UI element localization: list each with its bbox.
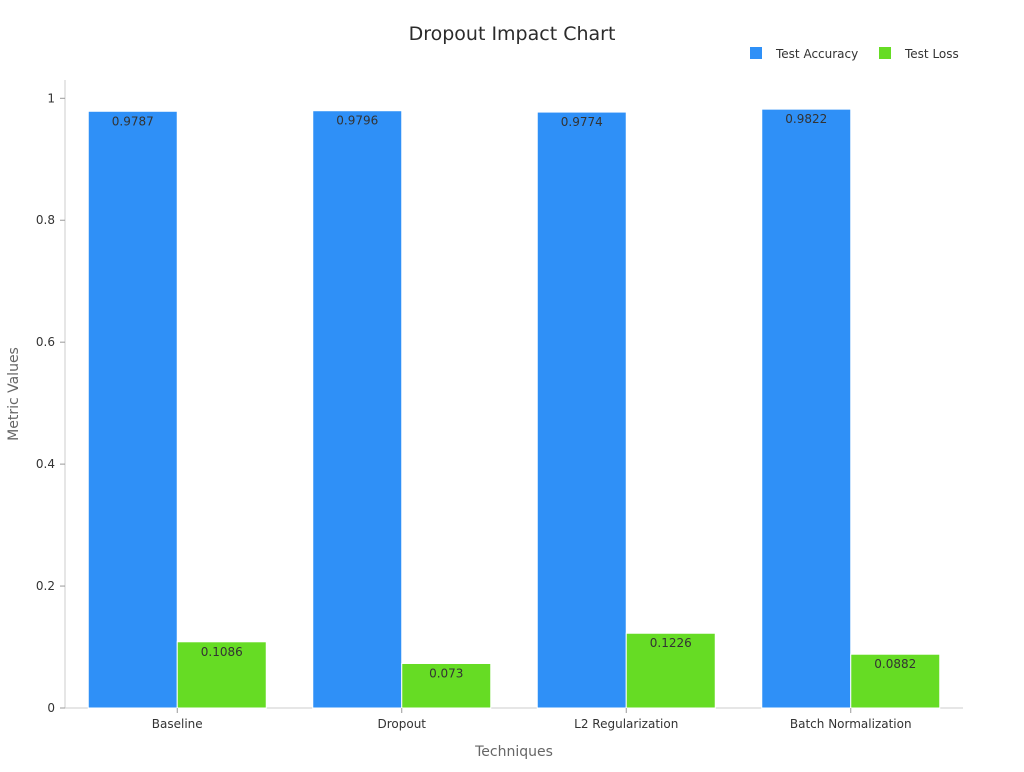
bar-test-accuracy-l2-regularization (536, 111, 627, 709)
bars (87, 108, 941, 709)
data-label-test-accuracy-l2-regularization: 0.9774 (561, 115, 603, 129)
x-axis-title: Techniques (474, 744, 553, 760)
bar-test-accuracy-baseline (87, 110, 178, 709)
x-tick-label: Batch Normalization (790, 717, 912, 731)
bar-test-accuracy-batch-normalization (761, 108, 852, 709)
y-tick-label: 0.8 (36, 213, 55, 227)
bar-test-loss-baseline (176, 641, 267, 709)
legend: Test Accuracy Test Loss (750, 47, 959, 61)
bar-test-accuracy-dropout (312, 110, 403, 709)
data-labels: 0.9787 0.1086 0.9796 0.073 0.9774 0.1226 0.982… (112, 112, 917, 680)
x-tick-label: Baseline (152, 717, 203, 731)
data-label-test-loss-batch-normalization: 0.0882 (874, 657, 916, 671)
x-tick-label: L2 Regularization (574, 717, 678, 731)
x-axis-ticks: Baseline Dropout L2 Regularization Batch No… (152, 708, 912, 731)
legend-label-test-accuracy: Test Accuracy (775, 47, 858, 61)
bar-test-loss-batch-normalization (850, 653, 941, 709)
y-tick-label: 0 (47, 701, 55, 715)
data-label-test-loss-l2-regularization: 0.1226 (650, 636, 692, 650)
chart-title: Dropout Impact Chart (409, 23, 616, 45)
bar-test-loss-dropout (401, 662, 492, 709)
bar-test-loss-l2-regularization (625, 632, 716, 709)
legend-swatch-test-loss (879, 47, 891, 59)
data-label-test-loss-baseline: 0.1086 (201, 645, 243, 659)
legend-label-test-loss: Test Loss (904, 47, 959, 61)
x-tick-label: Dropout (377, 717, 426, 731)
data-label-test-accuracy-batch-normalization: 0.9822 (785, 112, 827, 126)
data-label-test-loss-dropout: 0.073 (429, 666, 463, 680)
y-axis-ticks: 0 0.2 0.4 0.6 0.8 1 (36, 91, 65, 715)
y-axis-title: Metric Values (6, 347, 22, 441)
y-tick-label: 0.2 (36, 579, 55, 593)
data-label-test-accuracy-dropout: 0.9796 (336, 114, 378, 128)
data-label-test-accuracy-baseline: 0.9787 (112, 114, 154, 128)
y-tick-label: 0.4 (36, 457, 55, 471)
y-tick-label: 0.6 (36, 335, 55, 349)
y-tick-label: 1 (47, 91, 55, 105)
legend-swatch-test-accuracy (750, 47, 762, 59)
